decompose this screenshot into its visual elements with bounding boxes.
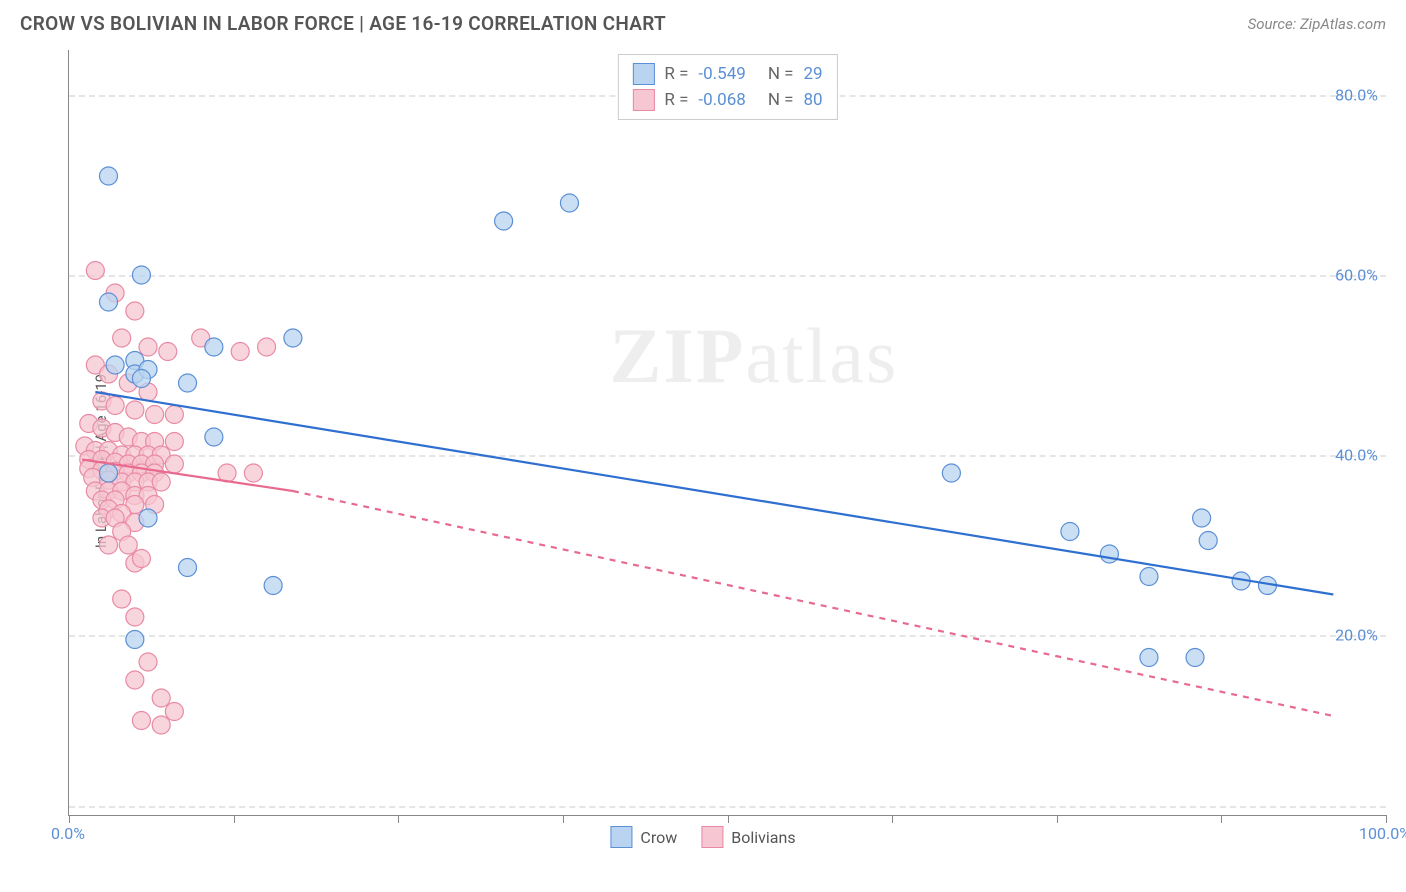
x-tick bbox=[563, 815, 564, 823]
chart-area: In Labor Force | Age 16-19 ZIPatlas R = … bbox=[20, 50, 1386, 872]
swatch-crow bbox=[632, 63, 654, 85]
x-tick bbox=[892, 815, 893, 823]
chart-title: CROW VS BOLIVIAN IN LABOR FORCE | AGE 16… bbox=[20, 12, 666, 35]
x-tick bbox=[728, 815, 729, 823]
series-legend: Crow Bolivians bbox=[610, 826, 795, 848]
swatch-bolivians-icon bbox=[701, 826, 723, 848]
x-tick bbox=[1386, 815, 1387, 823]
legend-row-bolivians: R = -0.068 N = 80 bbox=[632, 87, 822, 113]
x-tick bbox=[69, 815, 70, 823]
plot-region: ZIPatlas R = -0.549 N = 29 R = -0.068 N … bbox=[68, 50, 1386, 816]
r-value-bolivians: -0.068 bbox=[698, 90, 745, 110]
legend-label-crow: Crow bbox=[640, 828, 677, 847]
x-tick bbox=[1057, 815, 1058, 823]
x-tick bbox=[398, 815, 399, 823]
n-value-crow: 29 bbox=[804, 64, 823, 84]
x-tick bbox=[234, 815, 235, 823]
r-value-crow: -0.549 bbox=[698, 64, 745, 84]
chart-source: Source: ZipAtlas.com bbox=[1248, 15, 1386, 33]
legend-item-crow: Crow bbox=[610, 826, 677, 848]
legend-item-bolivians: Bolivians bbox=[701, 826, 795, 848]
chart-header: CROW VS BOLIVIAN IN LABOR FORCE | AGE 16… bbox=[0, 0, 1406, 43]
x-tick-label: 100.0% bbox=[1359, 824, 1406, 843]
correlation-legend: R = -0.549 N = 29 R = -0.068 N = 80 bbox=[617, 54, 837, 120]
n-value-bolivians: 80 bbox=[804, 90, 823, 110]
x-tick-label: 0.0% bbox=[51, 824, 85, 843]
scatter-svg bbox=[69, 50, 1386, 815]
legend-label-bolivians: Bolivians bbox=[731, 828, 795, 847]
x-tick bbox=[1221, 815, 1222, 823]
swatch-bolivians bbox=[632, 89, 654, 111]
swatch-crow-icon bbox=[610, 826, 632, 848]
legend-row-crow: R = -0.549 N = 29 bbox=[632, 61, 822, 87]
